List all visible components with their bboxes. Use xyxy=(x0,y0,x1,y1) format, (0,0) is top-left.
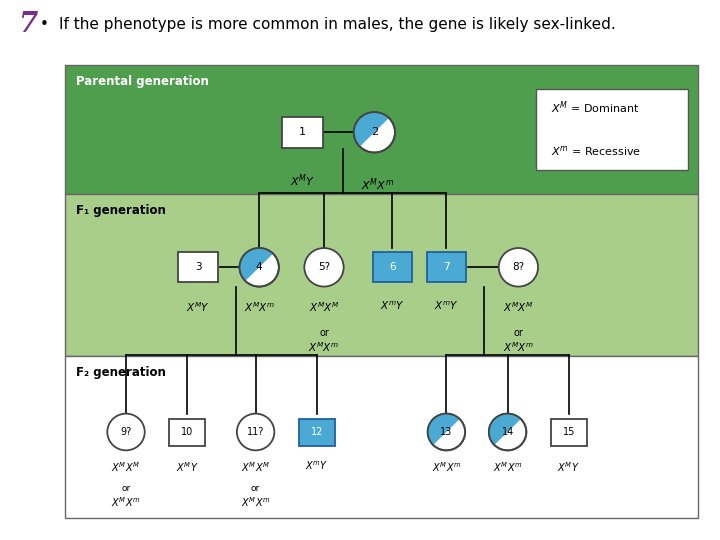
Text: $X^{M}X^{M}$: $X^{M}X^{M}$ xyxy=(309,300,339,314)
Text: $X^{M}$ = Dominant: $X^{M}$ = Dominant xyxy=(551,100,639,116)
Text: $X^{M}Y$: $X^{M}Y$ xyxy=(176,460,199,474)
Text: 8?: 8? xyxy=(513,262,524,272)
Polygon shape xyxy=(240,248,273,281)
Text: $X^{M}X^{m}$: $X^{M}X^{m}$ xyxy=(111,495,141,509)
Ellipse shape xyxy=(489,414,526,450)
Ellipse shape xyxy=(237,414,274,450)
Text: F₁ generation: F₁ generation xyxy=(76,204,166,217)
Text: •: • xyxy=(40,17,49,32)
Text: 3: 3 xyxy=(194,262,202,272)
Text: $X^{m}Y$: $X^{m}Y$ xyxy=(380,300,405,313)
Text: or: or xyxy=(122,484,130,494)
Text: $X^{M}X^{m}$: $X^{M}X^{m}$ xyxy=(240,495,271,509)
Text: or: or xyxy=(319,328,329,338)
FancyBboxPatch shape xyxy=(299,418,335,445)
Text: If the phenotype is more common in males, the gene is likely sex-linked.: If the phenotype is more common in males… xyxy=(59,17,616,32)
Text: $X^{M}X^{M}$: $X^{M}X^{M}$ xyxy=(241,460,270,474)
Ellipse shape xyxy=(499,248,538,287)
FancyBboxPatch shape xyxy=(373,252,413,282)
Ellipse shape xyxy=(354,112,395,152)
Text: 9?: 9? xyxy=(120,427,132,437)
Text: 13: 13 xyxy=(440,427,453,437)
Text: $X^{M}X^{m}$: $X^{M}X^{m}$ xyxy=(492,460,523,474)
Text: 2: 2 xyxy=(371,127,378,137)
Text: Parental generation: Parental generation xyxy=(76,75,209,87)
FancyBboxPatch shape xyxy=(551,418,587,445)
Text: $X^{M}X^{m}$: $X^{M}X^{m}$ xyxy=(308,341,340,354)
Text: $X^{M}X^{m}$: $X^{M}X^{m}$ xyxy=(361,177,395,193)
Text: $X^{M}X^{m}$: $X^{M}X^{m}$ xyxy=(243,300,275,314)
Text: 4: 4 xyxy=(256,262,263,272)
FancyBboxPatch shape xyxy=(65,65,698,194)
Text: $X^{M}Y$: $X^{M}Y$ xyxy=(289,173,315,190)
Polygon shape xyxy=(489,414,521,445)
Text: F₂ generation: F₂ generation xyxy=(76,366,166,379)
Polygon shape xyxy=(428,414,459,445)
Ellipse shape xyxy=(240,248,279,287)
Ellipse shape xyxy=(305,248,343,287)
Ellipse shape xyxy=(428,414,465,450)
Text: $X^{M}X^{m}$: $X^{M}X^{m}$ xyxy=(431,460,462,474)
Text: $X^{m}$ = Recessive: $X^{m}$ = Recessive xyxy=(551,144,641,158)
Text: $X^{M}Y$: $X^{M}Y$ xyxy=(557,460,580,474)
Text: 5?: 5? xyxy=(318,262,330,272)
Text: $X^{M}X^{m}$: $X^{M}X^{m}$ xyxy=(503,341,534,354)
Text: $X^{M}X^{M}$: $X^{M}X^{M}$ xyxy=(503,300,534,314)
FancyBboxPatch shape xyxy=(536,89,688,170)
FancyBboxPatch shape xyxy=(282,117,323,148)
FancyBboxPatch shape xyxy=(65,194,698,356)
Text: 10: 10 xyxy=(181,427,194,437)
Text: 6: 6 xyxy=(389,262,396,272)
Text: $X^{m}Y$: $X^{m}Y$ xyxy=(305,460,328,472)
Text: 7: 7 xyxy=(18,11,37,38)
FancyBboxPatch shape xyxy=(169,418,205,445)
Ellipse shape xyxy=(107,414,145,450)
Text: or: or xyxy=(251,484,260,494)
Text: $X^{m}Y$: $X^{m}Y$ xyxy=(434,300,459,313)
Text: 12: 12 xyxy=(310,427,323,437)
Text: 15: 15 xyxy=(562,427,575,437)
FancyBboxPatch shape xyxy=(426,252,467,282)
Polygon shape xyxy=(354,112,389,146)
Text: $X^{M}X^{M}$: $X^{M}X^{M}$ xyxy=(112,460,140,474)
Text: 11?: 11? xyxy=(247,427,264,437)
FancyBboxPatch shape xyxy=(65,356,698,518)
Text: 7: 7 xyxy=(443,262,450,272)
Text: $X^{M}Y$: $X^{M}Y$ xyxy=(186,300,210,314)
Text: or: or xyxy=(513,328,523,338)
Text: 14: 14 xyxy=(501,427,514,437)
FancyBboxPatch shape xyxy=(179,252,218,282)
Text: 1: 1 xyxy=(299,127,306,137)
